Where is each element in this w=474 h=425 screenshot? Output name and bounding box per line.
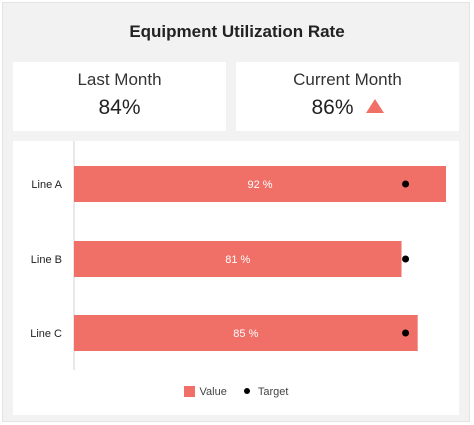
legend-item-target: Target: [244, 386, 289, 398]
utilization-chart: Line A 92 % Line B 81 % Line C 85 % Value Tar…: [13, 141, 459, 415]
kpi-last-month-card: Last Month 84%: [13, 62, 226, 131]
kpi-current-month-value-row: 86%: [236, 96, 459, 120]
page-title: Equipment Utilization Rate: [0, 22, 474, 42]
legend-item-value: Value: [184, 386, 227, 398]
kpi-last-month-label: Last Month: [13, 70, 226, 90]
kpi-current-month-card: Current Month 86%: [236, 62, 459, 131]
category-label: Line B: [31, 254, 62, 266]
legend-target-label: Target: [258, 386, 289, 398]
category-label: Line C: [30, 328, 62, 340]
kpi-last-month-value: 84%: [13, 96, 226, 120]
bar-value-label: 92 %: [247, 179, 272, 191]
up-triangle-icon: [366, 99, 384, 113]
chart-legend: Value Target: [13, 386, 459, 398]
legend-value-swatch: [184, 386, 195, 397]
category-label: Line A: [31, 179, 62, 191]
target-marker: [402, 256, 409, 263]
legend-value-label: Value: [200, 386, 227, 398]
kpi-current-month-value: 86%: [311, 96, 353, 119]
bar-value-label: 85 %: [233, 328, 258, 340]
target-marker: [402, 181, 409, 188]
bar-value-label: 81 %: [225, 254, 250, 266]
bar-chart-svg: Line A 92 % Line B 81 % Line C 85 %: [13, 141, 459, 381]
legend-target-marker: [244, 388, 250, 394]
kpi-current-month-label: Current Month: [236, 70, 459, 90]
target-marker: [402, 330, 409, 337]
